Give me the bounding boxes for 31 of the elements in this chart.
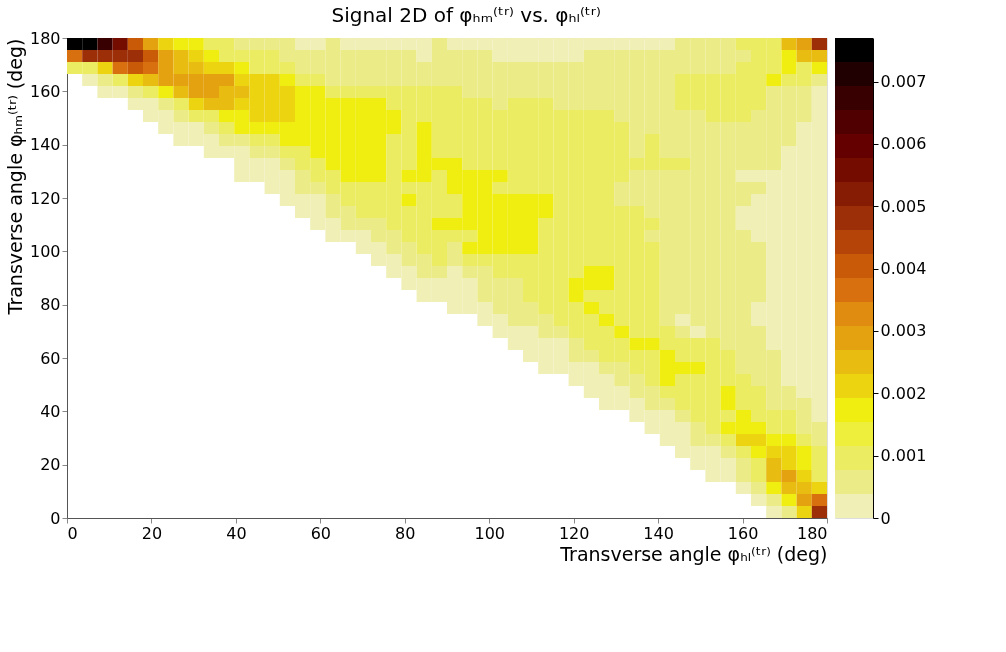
y-tick-label: 140: [29, 135, 61, 155]
x-tick-label: 100: [474, 523, 505, 543]
x-axis-title: Transverse angle φₕₗ⁽ᵗʳ⁾ (deg): [559, 542, 828, 565]
x-tick-label: 20: [141, 523, 163, 543]
y-tick-label: 80: [40, 295, 61, 315]
x-tick-label: 120: [558, 523, 590, 543]
color-bar-label: 0.006: [880, 134, 927, 154]
x-tick-label: 160: [727, 523, 759, 543]
color-bar-label: 0.007: [880, 72, 927, 92]
x-tick-label: 60: [310, 523, 332, 543]
x-tick-label: 80: [395, 523, 416, 543]
x-tick-label: 180: [796, 523, 828, 543]
y-tick-label: 180: [29, 28, 61, 48]
chart-title: Signal 2D of φₕₘ⁽ᵗʳ⁾ vs. φₕₗ⁽ᵗʳ⁾: [331, 2, 601, 27]
y-tick-label: 40: [40, 401, 61, 421]
color-bar-label: 0.004: [880, 259, 927, 279]
y-tick-label: 120: [29, 188, 61, 208]
y-tick-label: 100: [29, 241, 61, 261]
color-bar-label: 0: [880, 508, 891, 528]
y-axis-title: Transverse angle φₕₘ⁽ᵗʳ⁾ (deg): [3, 38, 26, 316]
color-bar-label: 0.002: [880, 383, 927, 403]
x-tick-label: 140: [643, 523, 674, 543]
x-tick-label: 0: [67, 523, 78, 543]
y-tick-label: 0: [50, 508, 61, 528]
y-tick-label: 160: [29, 81, 61, 101]
color-bar-label: 0.001: [880, 446, 927, 466]
color-bar-label: 0.005: [880, 196, 927, 216]
y-tick-label: 20: [40, 455, 61, 475]
y-tick-label: 60: [40, 348, 61, 368]
color-bar-label: 0.003: [880, 321, 927, 341]
x-tick-label: 40: [226, 523, 247, 543]
